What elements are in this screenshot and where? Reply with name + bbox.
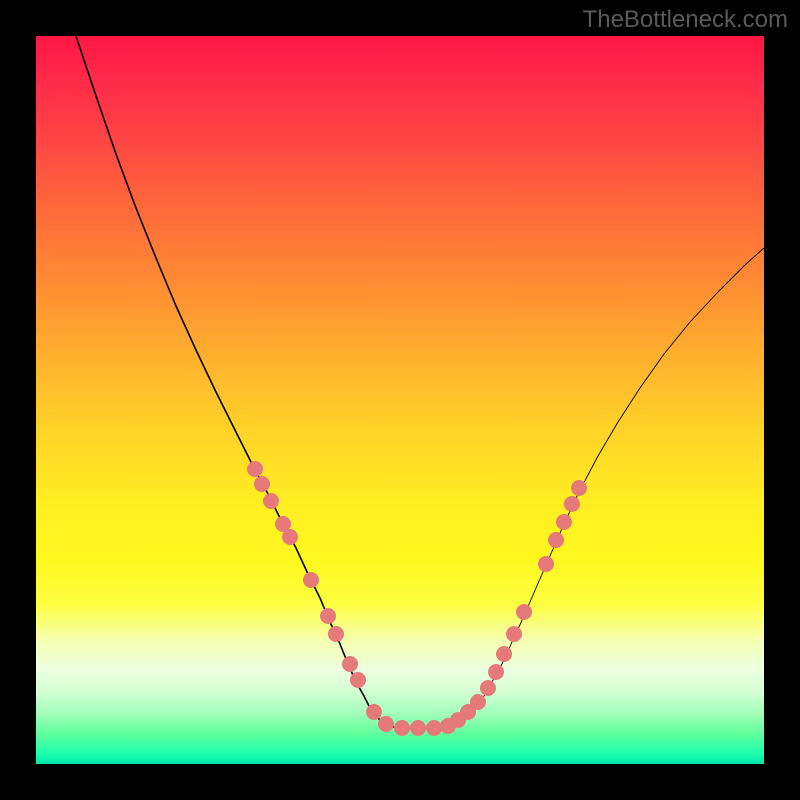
bead-marker: [548, 532, 564, 548]
bead-marker: [378, 716, 394, 732]
bead-marker: [342, 656, 358, 672]
bead-marker: [282, 529, 298, 545]
watermark-text: TheBottleneck.com: [583, 6, 788, 34]
beads-right: [440, 480, 587, 734]
bead-marker: [366, 704, 382, 720]
bead-marker: [426, 720, 442, 736]
bead-marker: [410, 720, 426, 736]
bead-marker: [480, 680, 496, 696]
bottleneck-curve: [36, 36, 764, 764]
bead-marker: [556, 514, 572, 530]
bead-marker: [488, 664, 504, 680]
bead-marker: [254, 476, 270, 492]
bead-marker: [571, 480, 587, 496]
bead-marker: [506, 626, 522, 642]
bead-marker: [394, 720, 410, 736]
plot-area: [36, 36, 764, 764]
bead-marker: [538, 556, 554, 572]
bead-marker: [496, 646, 512, 662]
bead-marker: [516, 604, 532, 620]
bead-marker: [320, 608, 336, 624]
bead-marker: [350, 672, 366, 688]
bead-marker: [303, 572, 319, 588]
bead-marker: [470, 694, 486, 710]
bead-marker: [328, 626, 344, 642]
bead-marker: [263, 493, 279, 509]
bead-marker: [564, 496, 580, 512]
bead-marker: [247, 461, 263, 477]
beads-left: [247, 461, 442, 736]
